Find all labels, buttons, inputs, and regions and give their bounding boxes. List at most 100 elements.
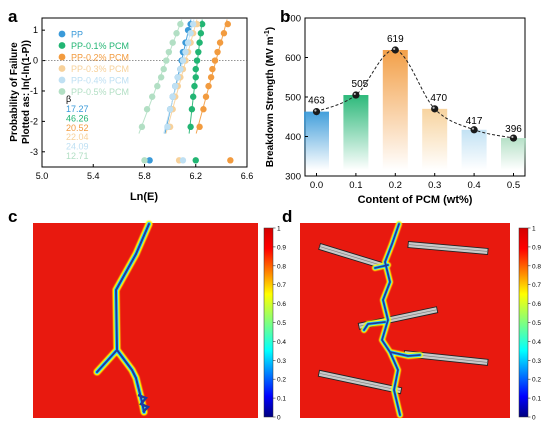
legend-label: PP-0.5% PCM: [71, 87, 129, 97]
weibull-point: [195, 48, 202, 56]
colorbar-d: [518, 227, 529, 418]
weibull-point: [143, 106, 151, 113]
colorbar-tick-label: 0: [532, 415, 536, 422]
weibull-point: [146, 157, 153, 164]
y-tick-label: -2: [30, 116, 38, 126]
legend-label: PP-0.4% PCM: [71, 76, 129, 86]
y-tick-label: 700: [285, 14, 301, 25]
breakdown-bar: [343, 95, 369, 170]
colorbar-tick-label: 0.2: [277, 377, 286, 384]
colorbar-tick-label: 0.7: [277, 282, 286, 289]
beta-value: 12.71: [66, 151, 89, 161]
breakdown-chart-frame: [304, 17, 526, 177]
colorbar-tick-label: 0.5: [532, 320, 541, 327]
weibull-point: [193, 57, 201, 64]
breakdown-bar: [304, 111, 329, 170]
breakdown-value-label: 417: [466, 116, 483, 127]
weibull-point: [207, 74, 215, 81]
breakdown-points: [312, 46, 518, 142]
field-map-pp-background: [33, 223, 258, 418]
legend-label: PP-0.3% PCM: [71, 64, 129, 74]
weibull-point: [177, 65, 184, 73]
y-tick-label: 600: [285, 53, 301, 64]
weibull-point: [216, 39, 224, 46]
weibull-point: [174, 74, 182, 81]
beta-label: β: [66, 94, 71, 104]
breakdown-bar: [461, 129, 487, 170]
weibull-point: [172, 82, 179, 90]
beta-value: 17.27: [66, 104, 89, 114]
weibull-point: [165, 48, 173, 56]
breakdown-point-highlight: [511, 135, 514, 139]
weibull-x-axis-label: Ln(E): [130, 191, 158, 203]
breakdown-value-label: 619: [387, 34, 404, 45]
x-tick-label: 0.0: [310, 180, 323, 191]
weibull-point: [164, 123, 171, 131]
breakdown-value-label: 470: [430, 93, 447, 104]
x-tick-label: 5.0: [36, 171, 49, 181]
breakdown-bars: [304, 49, 526, 171]
colorbar-tick-label: 0.4: [532, 339, 541, 346]
colorbar-tick-label: 0.9: [532, 244, 541, 251]
colorbar-tick-label: 0.3: [532, 358, 541, 365]
beta-value: 24.09: [66, 142, 89, 152]
weibull-point: [192, 74, 199, 81]
weibull-point: [196, 123, 203, 131]
panel-letter-b: b: [280, 7, 290, 26]
weibull-point: [189, 20, 197, 28]
breakdown-point-highlight: [471, 127, 475, 130]
breakdown-point: [470, 126, 478, 134]
colorbar-tick-label: 0.6: [532, 301, 541, 308]
weibull-point: [220, 30, 228, 37]
breakdown-y-axis-label: Breakdown Strength (MV m-1): [264, 27, 276, 167]
colorbar-c: [263, 227, 274, 418]
weibull-point: [177, 20, 184, 28]
colorbar-tick-label: 0.9: [277, 244, 286, 251]
colorbar-tick-label: 0.1: [532, 396, 541, 403]
x-tick-label: 6.2: [189, 171, 202, 181]
weibull-point: [187, 30, 194, 37]
weibull-point: [224, 20, 231, 28]
breakdown-channel-pp: [93, 220, 153, 416]
y-tick-label: 1: [33, 25, 38, 35]
breakdown-point: [352, 91, 360, 99]
colorbar-tick-label: 0.7: [532, 282, 541, 289]
colorbar-tick-label: 0.1: [277, 396, 286, 403]
colorbar-tick-label: 0.2: [532, 377, 541, 384]
breakdown-point-highlight: [393, 47, 396, 50]
weibull-point: [179, 57, 187, 64]
y-tick-label: 500: [285, 93, 301, 104]
breakdown-channel-pcm: [361, 221, 423, 418]
weibull-point: [196, 39, 203, 46]
breakdown-axis-ticks: 0.0 0.1 0.2 0.3 0.4 0.5 300 400 500 600 700: [285, 14, 520, 192]
weibull-point: [202, 93, 210, 100]
weibull-point: [182, 48, 189, 56]
legend-marker: [58, 88, 66, 95]
weibull-point: [148, 93, 156, 100]
beta-value: 46.26: [66, 113, 89, 123]
breakdown-point-highlight: [432, 106, 435, 109]
x-tick-label: 0.4: [467, 180, 480, 191]
weibull-point: [169, 39, 176, 46]
colorbar-tick-label: 0.8: [532, 263, 541, 270]
y-tick-label: 0: [33, 56, 38, 66]
breakdown-bar: [382, 49, 408, 171]
breakdown-x-axis-label: Content of PCM (wt%): [358, 194, 473, 206]
colorbar-tick-label: 1: [532, 226, 536, 233]
weibull-point: [184, 39, 192, 46]
weibull-point: [191, 82, 198, 90]
breakdown-point: [391, 46, 399, 54]
breakdown-bar: [422, 108, 448, 170]
pcm-rod: [317, 369, 403, 395]
weibull-point: [138, 123, 146, 131]
colorbar-tick-label: 0.5: [277, 320, 286, 327]
x-tick-label: 5.8: [138, 171, 151, 181]
colorbar-tick-label: 0: [277, 415, 281, 422]
weibull-point: [188, 106, 196, 113]
weibull-point: [166, 106, 174, 113]
weibull-point: [163, 57, 170, 64]
weibull-point: [214, 48, 221, 56]
field-map-pp: 0 0.1 0.2 0.3 0.4 0.5 0.6 0.7 0.8 0.9 1: [33, 220, 286, 422]
breakdown-value-label: 505: [352, 79, 369, 90]
